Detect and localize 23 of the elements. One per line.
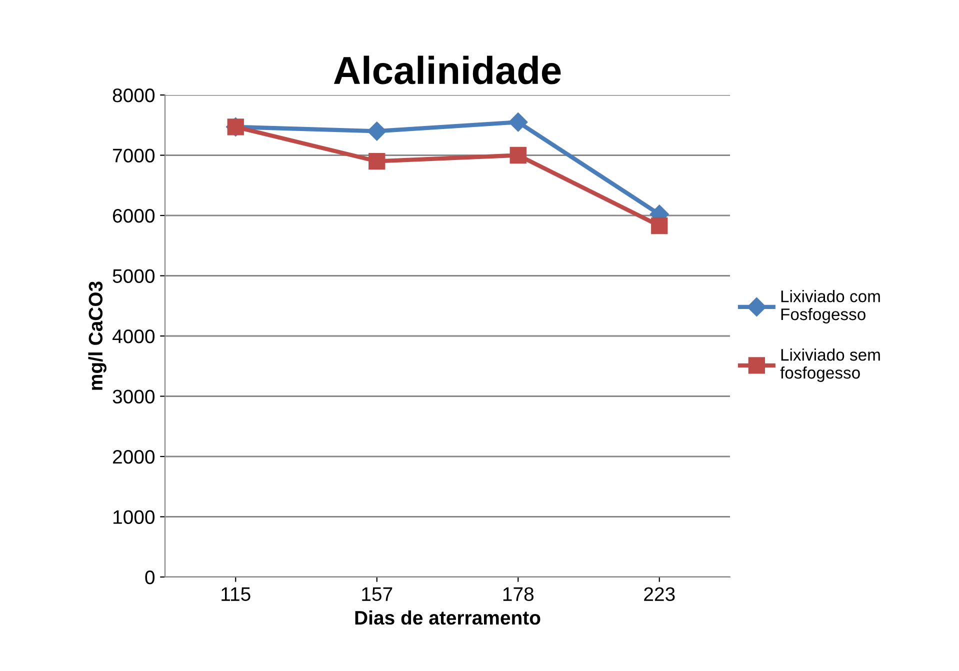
y-tick-label: 2000 xyxy=(113,450,155,464)
x-tick-label: 178 xyxy=(503,587,534,602)
y-tick-label: 0 xyxy=(145,570,155,584)
y-tick-label: 7000 xyxy=(113,148,155,162)
y-tick-label: 6000 xyxy=(113,208,155,223)
y-tick-label: 4000 xyxy=(112,329,155,344)
y-axis-title: mg/l CaCO3 xyxy=(88,282,106,390)
x-axis-title: Dias de aterramento xyxy=(355,610,540,625)
point xyxy=(508,112,528,132)
point xyxy=(368,152,386,170)
x-tick-label: 115 xyxy=(222,587,250,602)
y-tick-label: 8000 xyxy=(112,88,155,102)
chart-title: Alcalinidade xyxy=(334,56,561,84)
legend-label: Lixiviado com Fosfogesso xyxy=(781,290,880,324)
point xyxy=(651,217,668,234)
y-tick-label: 1000 xyxy=(114,510,155,524)
point xyxy=(510,146,526,164)
x-tick-label: 223 xyxy=(644,587,675,602)
x-tick-label: 157 xyxy=(362,587,392,602)
y-tick-label: 5000 xyxy=(112,269,155,283)
legend-label: Lixiviado sem fosfogesso xyxy=(780,348,880,382)
point xyxy=(367,122,386,141)
y-tick-label: 3000 xyxy=(112,390,155,404)
